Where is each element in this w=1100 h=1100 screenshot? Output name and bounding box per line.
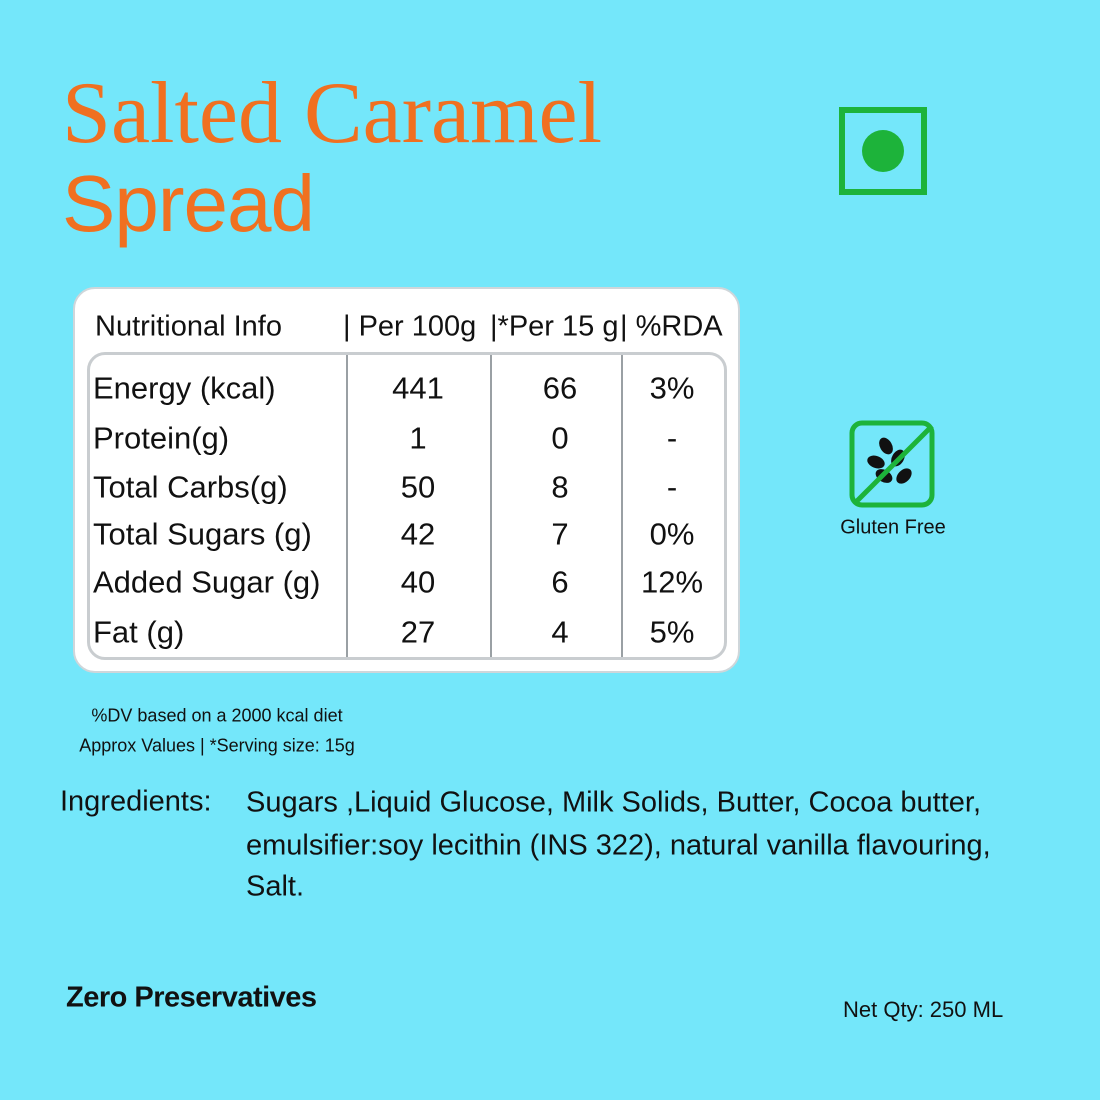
column-divider (621, 355, 623, 657)
gluten-free-icon (849, 420, 935, 508)
note: Approx Values | *Serving size: 15g (79, 735, 355, 756)
subtitle: Spread (62, 159, 315, 248)
column-header: |*Per 15 g (490, 310, 619, 343)
cell-value: - (666, 420, 678, 456)
cell-value: 1 (409, 420, 427, 456)
nutrition-body (87, 352, 727, 660)
column-divider (346, 355, 348, 657)
ingredients-line: Sugars ,Liquid Glucose, Milk Solids, But… (246, 786, 982, 819)
cell-value: 5% (649, 614, 695, 650)
net-qty: Net Qty: 250 ML (843, 997, 1004, 1022)
row-label: Fat (g) (93, 614, 185, 650)
cell-value: 6 (551, 564, 569, 600)
note: %DV based on a 2000 kcal diet (91, 705, 343, 726)
cell-value: 3% (649, 370, 695, 406)
cell-value: 8 (551, 469, 569, 505)
column-header: Nutritional Info (95, 310, 282, 343)
row-label: Total Sugars (g) (93, 516, 312, 552)
column-header: | Per 100g (343, 310, 477, 343)
cell-value: 27 (400, 614, 436, 650)
cell-value: 40 (400, 564, 436, 600)
claim: Zero Preservatives (66, 981, 317, 1014)
cell-value: 66 (542, 370, 578, 406)
cell-value: - (666, 469, 678, 505)
cell-value: 0% (649, 516, 695, 552)
column-header: | %RDA (620, 310, 723, 343)
ingredients-line: emulsifier:soy lecithin (INS 322), natur… (246, 829, 991, 862)
row-label: Added Sugar (g) (93, 564, 321, 600)
cell-value: 0 (551, 420, 569, 456)
cell-value: 4 (551, 614, 569, 650)
gluten-free-label: Gluten Free (840, 516, 946, 539)
ingredients-label: Ingredients: (60, 785, 212, 818)
column-divider (490, 355, 492, 657)
cell-value: 50 (400, 469, 436, 505)
row-label: Protein(g) (93, 420, 230, 456)
cell-value: 42 (400, 516, 436, 552)
title: Salted Caramel (62, 65, 603, 162)
cell-value: 12% (640, 564, 704, 600)
row-label: Total Carbs(g) (93, 469, 288, 505)
veg-icon (839, 107, 927, 195)
row-label: Energy (kcal) (93, 370, 276, 406)
cell-value: 441 (392, 370, 444, 406)
ingredients-line: Salt. (246, 870, 305, 903)
nutrition-panel (73, 287, 740, 673)
cell-value: 7 (551, 516, 569, 552)
